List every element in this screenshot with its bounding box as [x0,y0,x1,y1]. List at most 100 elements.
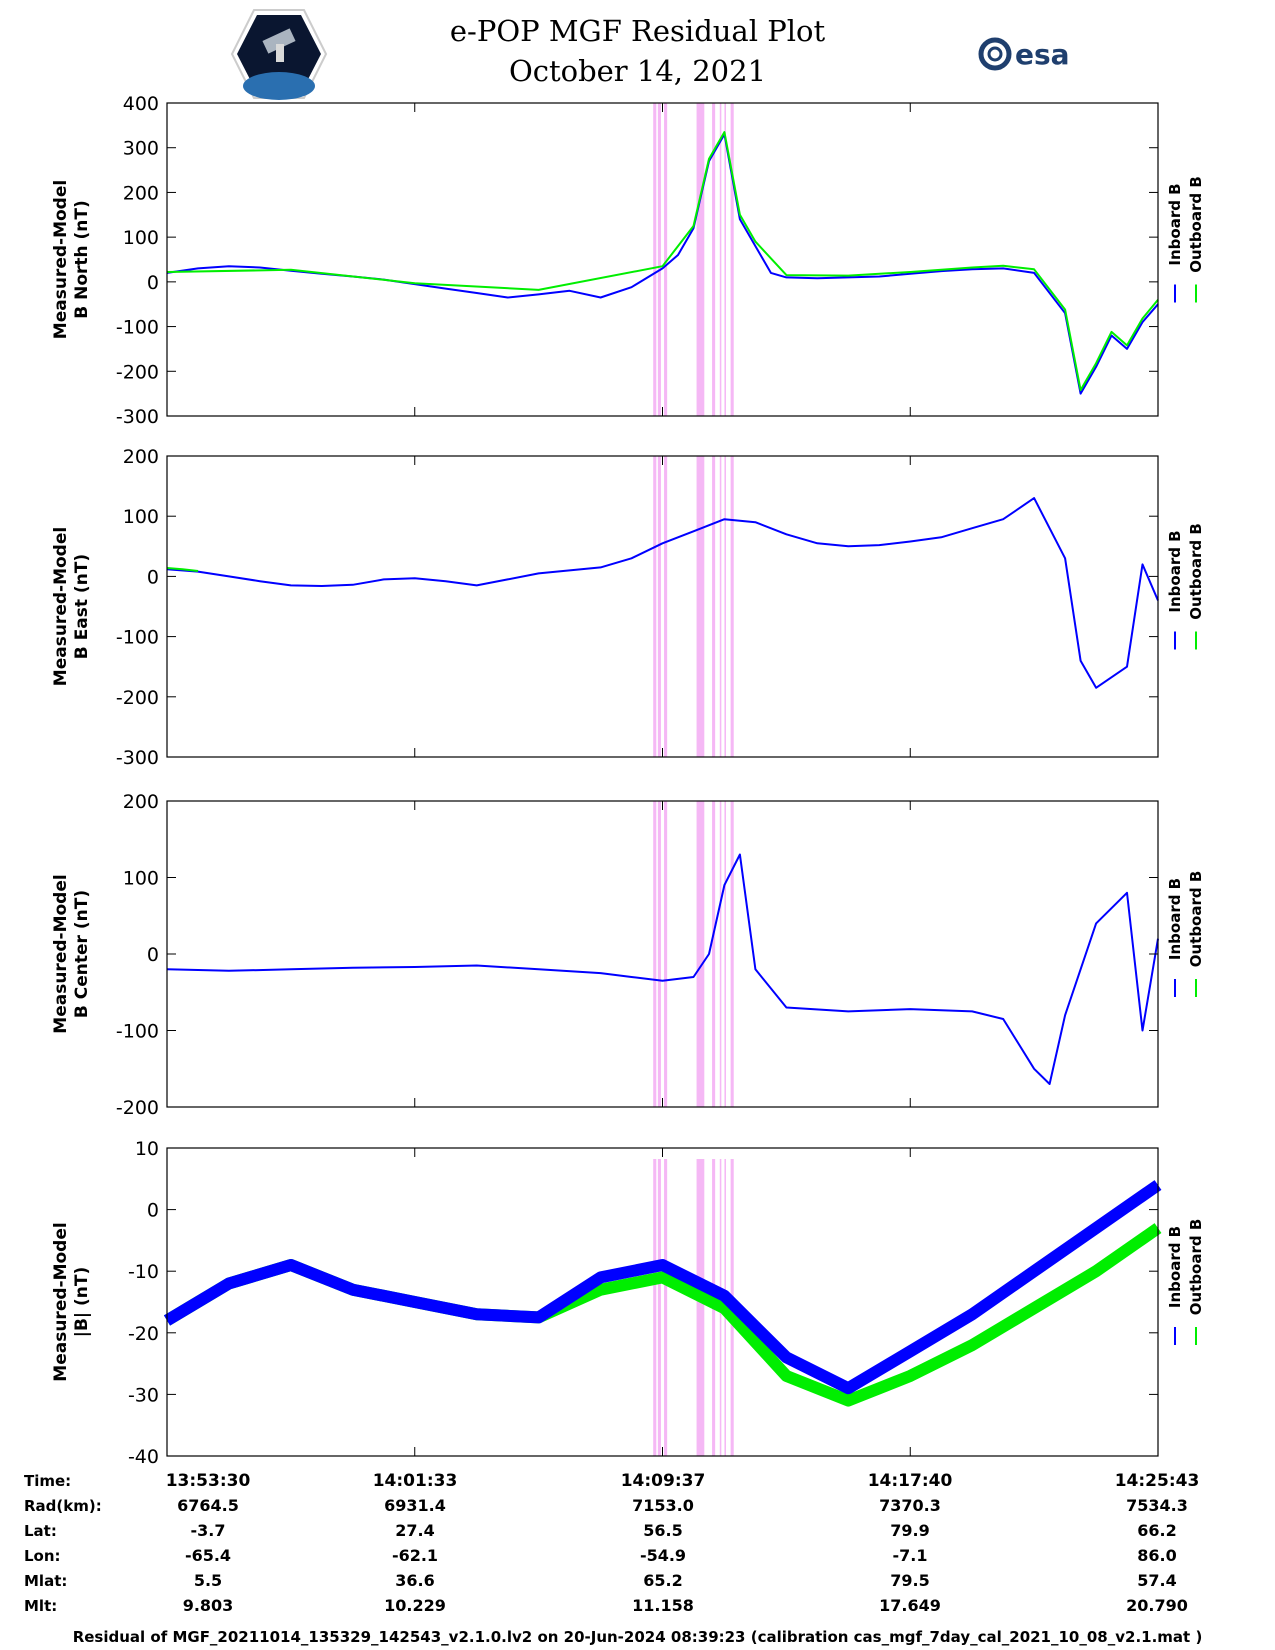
y-tick-label: -100 [116,317,159,339]
series-line-inboard-b [163,1180,1162,1395]
shaded-interval [657,456,661,757]
y-axis-label-line1: Measured-Model [51,180,71,339]
shaded-interval [696,103,705,416]
y-axis-label-line1: Measured-Model [51,874,71,1033]
table-cell: 11.158 [632,1596,694,1615]
shaded-interval [719,801,722,1107]
shaded-interval [730,456,734,757]
y-tick-label: 100 [123,506,159,528]
y-tick-label: -200 [116,361,159,383]
series-line-inboard-b [166,133,1159,395]
legend-outboard-label: Outboard B [1187,176,1205,273]
shaded-interval [664,1159,668,1456]
y-tick-label: -10 [128,1261,159,1283]
plot-frame [166,1147,1159,1457]
table-cell: 10.229 [384,1596,446,1615]
panel-2: 200 100 0 -100 -200 -300 Measured-ModelB East … [51,446,1205,769]
table-cell: -54.9 [640,1546,686,1565]
table-cell: 7153.0 [632,1496,694,1515]
shaded-interval [696,801,705,1107]
legend: Inboard B Outboard B [1166,176,1205,273]
table-cell: 7534.3 [1126,1496,1188,1515]
esa-logo: esa [978,37,1070,71]
shaded-interval [696,1159,705,1456]
panel-3: 200 100 0 -100 -200 Measured-ModelB Center (n… [51,791,1205,1119]
table-cell: -3.7 [191,1521,226,1540]
plot-frame [166,800,1159,1108]
y-axis-label-line2: |B| (nT) [72,1267,92,1338]
y-tick-label: 0 [147,566,159,588]
y-tick-label: -200 [116,1097,159,1119]
y-tick-label: -100 [116,627,159,649]
y-axis-label-line1: Measured-Model [51,527,71,686]
y-tick-label: 0 [147,944,159,966]
table-cell: 27.4 [395,1521,434,1540]
legend-inboard-label: Inboard B [1166,183,1184,265]
shaded-interval [657,1159,661,1456]
table-row-label: Lon: [24,1547,61,1565]
y-tick-label: 10 [135,1138,159,1160]
table-cell: 20.790 [1126,1596,1188,1615]
y-tick-label: 300 [123,138,159,160]
y-axis-label: Measured-ModelB Center (nT) [51,874,92,1033]
table-cell: -65.4 [185,1546,231,1565]
table-cell: -7.1 [893,1546,928,1565]
table-row-label: Mlt: [24,1597,57,1615]
y-tick-label: 200 [123,791,159,813]
table-row-label: Lat: [24,1522,57,1540]
cassiope-logo [230,9,328,100]
panel-4: 10 0 -10 -20 -30 -40 Measured-Model|B| (nT) Inb… [51,1138,1205,1468]
table-row-label: Time: [24,1472,71,1490]
plot-frame [166,102,1159,417]
table-cell: 5.5 [194,1571,222,1590]
legend: Inboard B Outboard B [1166,523,1205,620]
series-line-outboard-b [163,1223,1162,1407]
table-cell: 14:25:43 [1115,1471,1200,1491]
series-line-inboard-b [166,497,1159,689]
shaded-interval [712,456,716,757]
y-tick-label: -30 [128,1384,159,1406]
shaded-interval [730,103,734,416]
shaded-interval [664,456,668,757]
y-tick-label: 0 [147,1200,159,1222]
shaded-interval [712,103,716,416]
shaded-interval [657,801,661,1107]
table-cell: 6764.5 [177,1496,239,1515]
y-tick-label: 400 [123,93,159,115]
footer-caption: Residual of MGF_20211014_135329_142543_v… [72,1628,1203,1646]
shaded-interval [664,103,668,416]
plot-frame [166,455,1159,758]
y-tick-label: -40 [128,1446,159,1468]
y-tick-label: 100 [123,868,159,890]
table-cell: 6931.4 [384,1496,446,1515]
table-cell: 56.5 [643,1521,682,1540]
table-cell: 57.4 [1137,1571,1176,1590]
y-tick-label: -200 [116,687,159,709]
chart-date: October 14, 2021 [508,54,767,88]
table-cell: -62.1 [392,1546,438,1565]
table-cell: 86.0 [1137,1546,1176,1565]
table-cell: 36.6 [395,1571,434,1590]
y-tick-label: 0 [147,272,159,294]
table-cell: 14:17:40 [868,1471,953,1491]
y-axis-label-line2: B North (nT) [72,200,92,319]
table-cell: 14:09:37 [621,1471,706,1491]
shaded-interval [730,801,734,1107]
y-axis-label: Measured-ModelB East (nT) [51,527,92,686]
series-line-outboard-b [166,567,199,572]
legend-inboard-label: Inboard B [1166,530,1184,612]
legend: Inboard B Outboard B [1166,1219,1205,1316]
shaded-interval [653,103,657,416]
table-cell: 79.9 [890,1521,929,1540]
table-cell: 79.5 [890,1571,929,1590]
shaded-interval [719,103,722,416]
table-cell: 17.649 [879,1596,941,1615]
shaded-interval [712,801,716,1107]
y-axis-label-line2: B East (nT) [72,554,92,659]
shaded-interval [724,456,726,757]
shaded-interval [657,103,661,416]
table-cell: 65.2 [643,1571,682,1590]
y-axis-label: Measured-Model|B| (nT) [51,1222,92,1381]
table-cell: 14:01:33 [373,1471,458,1491]
